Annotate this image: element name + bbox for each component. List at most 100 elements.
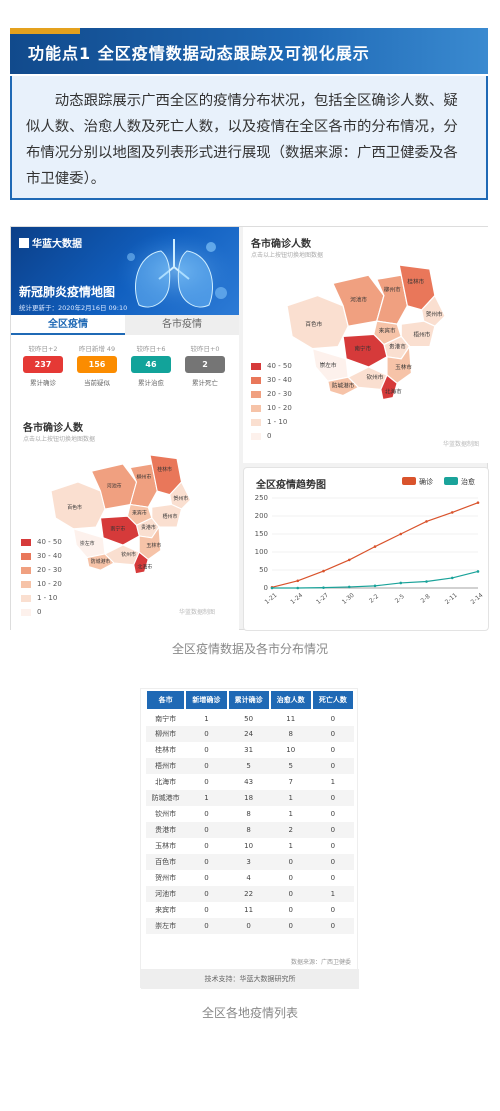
data-point <box>296 586 300 590</box>
map-region[interactable] <box>86 553 115 571</box>
table-cell: 43 <box>244 778 254 786</box>
table-cell: 贺州市 <box>155 874 177 882</box>
table-cell: 0 <box>204 778 209 786</box>
trend-chart-title: 全区疫情趋势图 <box>256 480 326 491</box>
data-point <box>347 558 351 562</box>
table-cell: 0 <box>185 758 228 774</box>
table-cell: 8 <box>269 726 312 742</box>
map-region[interactable] <box>133 551 149 575</box>
app-hero: 华蓝大数据 新冠肺炎疫情地图 统计更新于：2020年2月16日 09:10 <box>11 227 239 315</box>
stat-confirmed: 较昨日+2 237 累计确诊 <box>19 343 67 393</box>
table-row: 桂林市 0 31 10 0 <box>146 742 354 758</box>
table-cell: 0 <box>330 810 336 818</box>
banner-bar <box>10 28 488 74</box>
map-city-label: 百色市 <box>67 504 82 511</box>
table-cell: 0 <box>311 822 354 838</box>
table-cell: 钦州市 <box>155 810 177 818</box>
data-point <box>296 579 300 583</box>
caption-second: 全区各地疫情列表 <box>201 1006 298 1020</box>
table-cell: 5 <box>269 758 312 774</box>
app-left: 华蓝大数据 新冠肺炎疫情地图 统计更新于：2020年2月16日 09:10 全区… <box>11 227 239 631</box>
x-tick-label: 1-27 <box>315 592 330 606</box>
map-city-label: 崇左市 <box>320 361 337 369</box>
table-body: 南宁市 1 50 11 0 柳州市 0 24 8 0 桂林市 0 31 10 0 梧州市 0 5 5 0 北海市 0 43 7… <box>146 710 354 934</box>
table-cell: 1 <box>330 778 336 786</box>
screenshot-panel: 华蓝大数据 新冠肺炎疫情地图 统计更新于：2020年2月16日 09:10 全区… <box>10 226 489 631</box>
table-row: 钦州市 0 8 1 0 <box>146 806 354 822</box>
table-cell: 0 <box>311 726 354 742</box>
table-cell: 0 <box>185 726 228 742</box>
table-cell: 0 <box>288 906 293 914</box>
table-cell: 7 <box>288 778 293 786</box>
map-region[interactable] <box>380 374 398 401</box>
map-city-label: 桂林市 <box>407 277 424 285</box>
data-point <box>322 569 325 573</box>
table-cell: 0 <box>204 842 209 850</box>
table-cell: 0 <box>288 874 293 882</box>
x-tick-label: 1-21 <box>264 592 279 606</box>
trend-chart: 0 50 100 150 200 250 1-21 1-24 1-27 1-30 2-2 2-5 2-8… <box>255 477 485 606</box>
table-cell: 5 <box>227 758 270 774</box>
map-city-label: 桂林市 <box>157 466 172 473</box>
table-cell: 0 <box>311 918 354 934</box>
table-cell: 1 <box>269 790 312 806</box>
map-city-label: 北海市 <box>137 563 152 570</box>
table-row: 南宁市 1 50 11 0 <box>146 710 354 726</box>
table-cell: 1 <box>288 810 293 818</box>
table-cell: 0 <box>185 854 228 870</box>
table-cell: 0 <box>204 874 209 882</box>
table-cell: 11 <box>244 906 254 914</box>
data-point <box>425 580 428 583</box>
table-row: 贵港市 0 8 2 0 <box>146 822 354 838</box>
map-region[interactable] <box>420 294 446 327</box>
table-cell: 0 <box>185 822 228 838</box>
legend-item: 1 - 10 <box>251 417 292 431</box>
app-logo: 华蓝大数据 <box>19 235 82 250</box>
y-tick-label: 0 <box>264 584 268 592</box>
table-header-cell: 各市 <box>144 689 187 711</box>
map-city-label: 防城港市 <box>91 558 111 565</box>
legend-label: 确诊 <box>419 477 433 486</box>
table-header-row: 各市 新增确诊 累计确诊 治愈人数 死亡人数 <box>144 689 356 711</box>
table-cell: 0 <box>227 918 270 934</box>
table-cell: 0 <box>311 790 354 806</box>
trend-chart-card: 全区疫情趋势图 0 50 100 150 200 250 1-21 1-24 1-27 1-30 2… <box>243 467 489 631</box>
table-cell: 玉林市 <box>155 842 177 850</box>
map-legend-left: 40 - 50 30 - 40 20 - 30 10 - 20 1 - 10 0 <box>21 537 62 621</box>
stat-cured: 较昨日+6 46 累计治愈 <box>127 343 175 393</box>
data-point <box>399 532 403 536</box>
tab-cities[interactable]: 各市疫情 <box>125 315 239 335</box>
map-region[interactable] <box>327 376 360 397</box>
map-subtitle-right: 点击以上按钮切换地图数据 <box>251 252 324 259</box>
x-tick-label: 2-14 <box>470 592 485 606</box>
legend-item: 40 - 50 <box>21 537 62 551</box>
description-text: 动态跟踪展示广西全区的疫情分布状况，包括全区确诊人数、疑似人数、治愈人数及死亡人… <box>26 93 458 187</box>
tab-region[interactable]: 全区疫情 <box>11 315 125 335</box>
table-cell: 0 <box>311 854 354 870</box>
caption-first: 全区疫情数据及各市分布情况 <box>171 642 328 656</box>
table-cell: 北海市 <box>155 778 177 786</box>
map-city-label: 贺州市 <box>173 495 188 502</box>
map-city-label: 梧州市 <box>163 513 178 520</box>
data-point <box>373 545 377 548</box>
table-cell: 10 <box>286 746 296 754</box>
y-tick-label: 200 <box>255 512 268 520</box>
legend-swatch <box>444 477 458 485</box>
map-source-left: 华蓝数据制图 <box>179 609 216 616</box>
table-cell: 0 <box>269 918 312 934</box>
table-cell: 50 <box>244 714 254 723</box>
map-region[interactable] <box>169 481 192 510</box>
table-header-cell: 死亡人数 <box>310 689 356 711</box>
data-point <box>399 581 403 585</box>
table-cell: 0 <box>185 918 228 934</box>
table-cell: 0 <box>269 854 312 870</box>
legend-item: 40 - 50 <box>251 361 292 375</box>
banner-title: 功能点1 全区疫情数据动态跟踪及可视化展示 <box>28 44 370 63</box>
map-city-label: 防城港市 <box>332 381 355 389</box>
legend-item: 0 <box>21 607 62 621</box>
map-city-label: 河池市 <box>350 296 367 304</box>
y-tick-label: 250 <box>255 494 268 502</box>
map-city-label: 南宁市 <box>354 345 371 353</box>
